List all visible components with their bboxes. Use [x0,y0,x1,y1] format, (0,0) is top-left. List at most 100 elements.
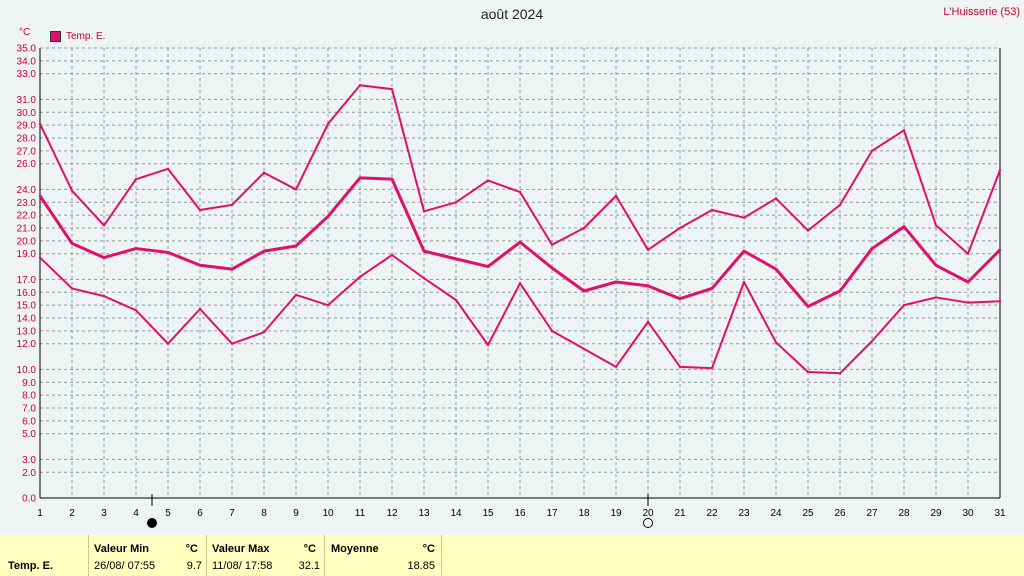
chart-title: août 2024 [480,6,544,22]
y-tick-label: 24.0 [17,185,37,196]
data-point-mean [422,249,426,253]
data-point-mean [294,244,298,248]
x-tick-label: 4 [133,508,139,519]
data-point-mean [710,287,714,290]
data-point-mean [678,297,682,300]
data-point-mean [582,289,586,293]
data-point-max [582,226,586,230]
y-tick-label: 31.0 [17,95,37,106]
x-tick-label: 13 [418,508,430,519]
max-value-cell: Valeur Max °C 11/08/ 17:58 32.1 [206,535,324,576]
data-point-min [806,370,810,374]
data-point-max [774,197,778,200]
data-point-mean [326,215,330,218]
y-tick-label: 0.0 [22,494,36,505]
data-point-mean [454,257,458,261]
data-point-min [550,329,554,333]
legend: Temp. E. [50,31,105,42]
footer-row-label: Temp. E. [8,560,54,572]
data-point-max [614,194,618,198]
y-tick-label: 10.0 [17,365,37,376]
mean-unit: °C [422,543,435,555]
x-tick-label: 11 [355,508,366,519]
y-tick-label: 21.0 [17,224,37,235]
x-tick-label: 29 [930,508,942,519]
data-point-min [966,301,970,304]
data-point-max [934,224,938,227]
data-point-max [806,229,810,232]
data-point-min [422,276,426,280]
data-point-min [358,275,362,279]
data-point-mean [134,247,138,250]
y-tick-label: 23.0 [17,198,37,209]
mean-header: Moyenne [331,543,379,555]
x-tick-label: 31 [994,508,1006,519]
x-tick-label: 23 [738,508,750,519]
x-tick-label: 16 [514,508,526,519]
x-tick-label: 28 [898,508,910,519]
data-point-min [134,309,138,312]
y-tick-label: 16.0 [17,288,37,299]
data-point-max [294,188,298,191]
data-point-min [582,347,586,351]
data-point-min [870,339,874,343]
data-point-min [934,296,938,299]
x-tick-label: 21 [674,508,686,519]
new-moon-icon [147,518,157,528]
y-tick-label: 20.0 [17,236,37,247]
data-point-max [102,224,106,227]
data-point-max [870,149,874,153]
data-point-max [358,84,362,87]
data-point-max [550,243,554,246]
data-point-max [902,129,906,132]
data-point-mean [806,305,810,308]
data-point-max [230,203,234,207]
station-name: L'Huisserie (53) [943,6,1020,18]
data-point-mean [870,247,874,250]
data-point-mean [518,240,522,244]
data-point-max [998,168,1002,172]
data-point-mean [166,251,170,254]
y-tick-label: 14.0 [17,314,37,325]
y-tick-label: 30.0 [17,108,37,119]
y-tick-label: 12.0 [17,339,37,350]
x-tick-label: 10 [322,508,334,519]
data-point-min [326,303,330,307]
x-tick-label: 14 [450,508,462,519]
y-tick-label: 17.0 [17,275,37,286]
x-tick-label: 6 [197,508,203,519]
data-point-mean [934,264,938,267]
data-point-mean [998,248,1002,252]
data-point-min [774,341,778,344]
mean-value: 18.85 [407,560,435,572]
data-point-min [294,293,298,297]
data-point-min [838,372,842,375]
x-tick-label: 22 [706,508,718,519]
min-header: Valeur Min [94,543,150,555]
data-point-max [70,189,74,192]
data-point-mean [486,265,490,268]
y-axis-unit: °C [19,27,31,38]
data-point-max [390,87,394,91]
x-tick-label: 8 [261,508,267,519]
legend-label: Temp. E. [66,31,106,42]
data-point-min [70,287,74,290]
data-point-min [678,365,682,369]
y-tick-label: 27.0 [17,146,37,157]
y-tick-label: 35.0 [17,44,37,55]
data-point-min [102,294,106,298]
x-tick-label: 2 [69,508,75,519]
data-point-mean [742,249,746,253]
min-datetime: 26/08/ 07:55 [94,560,156,572]
data-point-min [166,342,170,345]
x-tick-label: 26 [834,508,846,519]
x-tick-label: 15 [482,508,494,519]
data-point-min [902,303,906,307]
data-point-max [742,216,746,219]
data-point-max [518,190,522,194]
y-tick-label: 2.0 [22,468,36,479]
max-header: Valeur Max [212,543,270,555]
data-point-min [998,300,1002,303]
data-point-min [742,280,746,284]
x-tick-label: 24 [770,508,782,519]
